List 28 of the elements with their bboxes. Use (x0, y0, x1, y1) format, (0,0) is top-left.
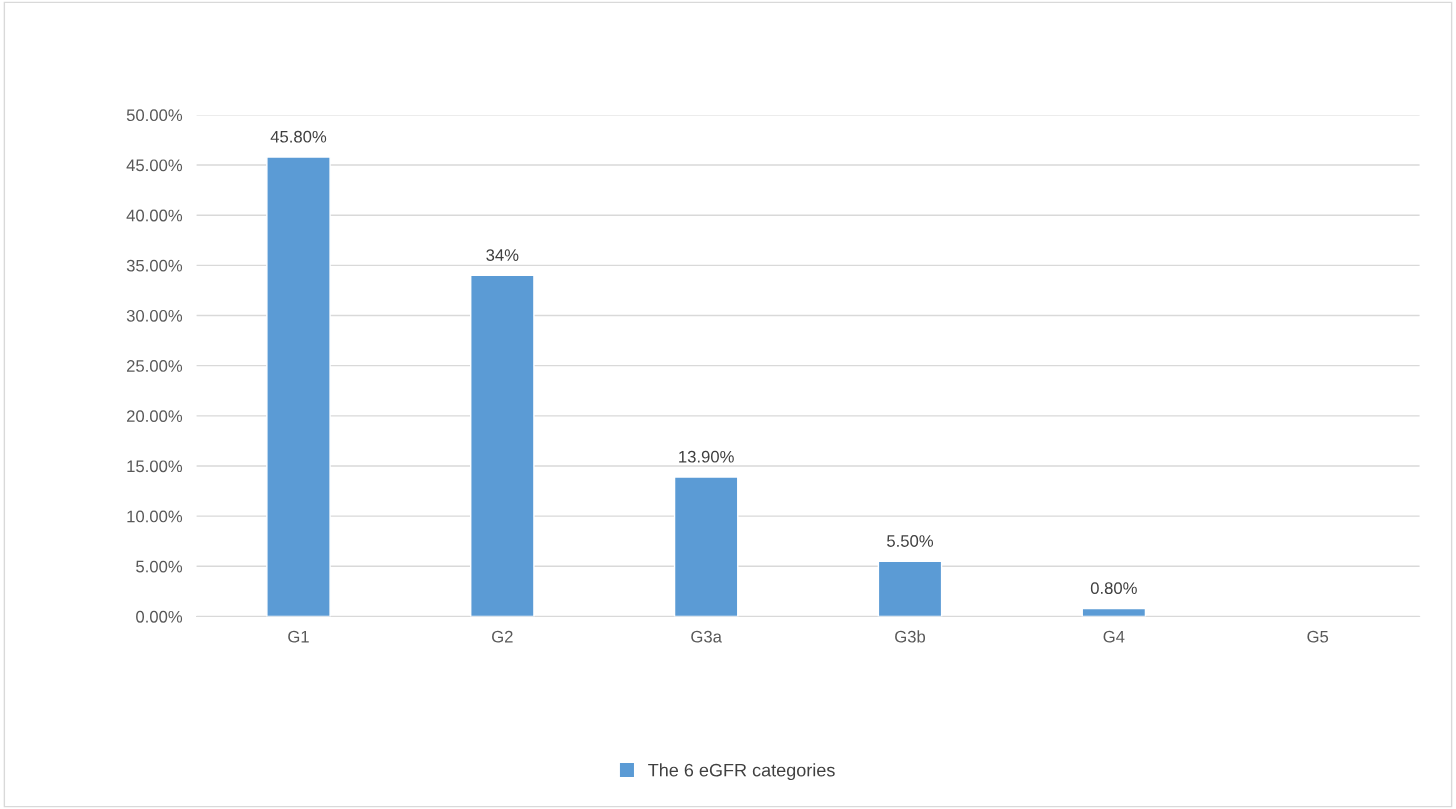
data-label: 0.80% (1090, 582, 1137, 595)
y-tick-label: 5.00% (136, 560, 183, 573)
data-label: 5.50% (887, 535, 934, 547)
data-label: 34% (486, 249, 519, 261)
x-tick-label: G3b (895, 630, 926, 643)
y-tick-label: 35.00% (126, 259, 183, 272)
x-tick-label: G3a (691, 630, 722, 643)
y-tick-label: 25.00% (126, 360, 183, 372)
x-tick-label: G1 (288, 630, 309, 643)
x-tick-label: G4 (1103, 630, 1125, 643)
y-tick-label: 50.00% (126, 109, 183, 122)
y-tick-label: 45.00% (126, 159, 183, 172)
y-tick-label: 10.00% (127, 510, 183, 523)
y-tick-label: 15.00% (127, 460, 183, 473)
bar (877, 560, 943, 617)
legend-label: The 6 eGFR categories (648, 763, 835, 781)
x-tick-label: G5 (1307, 630, 1329, 643)
y-tick-label: 0.00% (136, 610, 183, 623)
y-tick-label: 20.00% (126, 410, 183, 423)
bar (673, 476, 739, 617)
bar (1081, 607, 1147, 617)
data-label: 45.80% (270, 130, 327, 143)
y-tick-label: 40.00% (126, 209, 183, 222)
bar (470, 274, 535, 617)
data-label: 13.90% (679, 450, 734, 463)
x-tick-label: G2 (492, 630, 513, 643)
bar (266, 156, 331, 617)
y-tick-label: 30.00% (126, 309, 183, 322)
